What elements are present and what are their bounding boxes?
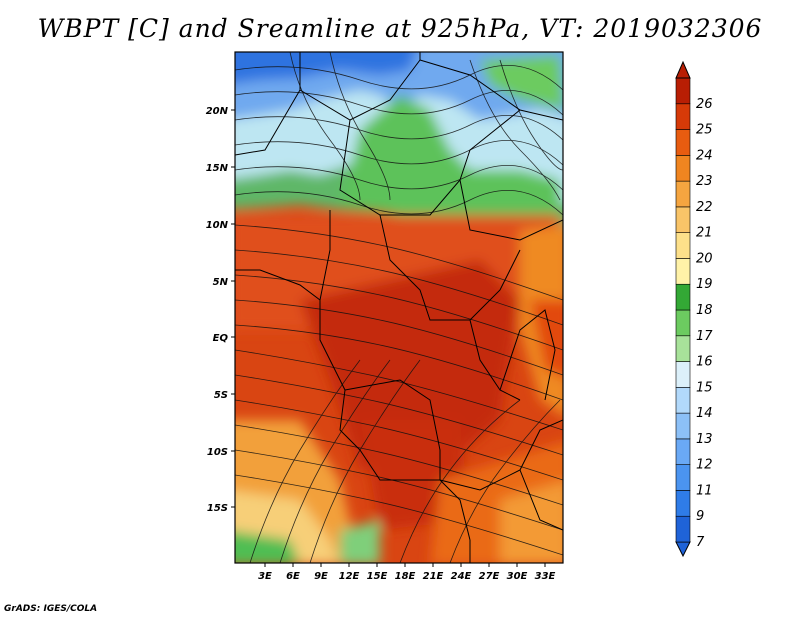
streamlines (235, 52, 563, 563)
colorbar-label: 16 (696, 355, 713, 370)
colorbar-swatch (675, 258, 691, 285)
country-borders (235, 52, 563, 563)
colorbar-swatch (675, 206, 691, 233)
lon-label: 24E (451, 571, 472, 582)
colorbar-label: 22 (696, 200, 713, 215)
lat-label: 5N (213, 277, 229, 288)
colorbar-label: 20 (696, 251, 713, 266)
colorbar-swatch (675, 180, 691, 208)
lon-label: 30E (507, 571, 528, 582)
colorbar-label: 14 (696, 406, 713, 421)
map-title: WBPT [C] and Sreamline at 925hPa, VT: 20… (37, 14, 763, 43)
colorbar-label: 15 (696, 380, 713, 395)
lon-label: 21E (423, 571, 444, 582)
colorbar-swatch (675, 129, 691, 156)
colorbar-label: 11 (696, 483, 713, 498)
colorbar-swatch (675, 438, 691, 465)
colorbar-label: 18 (696, 303, 713, 318)
colorbar-swatch (675, 490, 691, 517)
colorbar-swatch (675, 155, 691, 182)
map-frame (234, 51, 564, 564)
colorbar: 7 9 11 12 13 14 15 16 17 18 19 20 21 22 23 24 25 26 (675, 60, 713, 558)
lon-label: 27E (479, 571, 500, 582)
lat-label: EQ (213, 333, 229, 344)
lat-label: 5S (214, 390, 228, 401)
colorbar-label: 13 (696, 432, 713, 447)
lat-label: 10N (206, 220, 229, 231)
colorbar-label: 23 (696, 174, 713, 189)
lat-axis: 20N 15N 10N 5N EQ 5S 10S 15S (206, 106, 235, 514)
colorbar-swatch (675, 335, 691, 362)
colorbar-label: 7 (696, 535, 705, 550)
lon-label: 33E (535, 571, 556, 582)
colorbar-swatch (675, 515, 691, 543)
colorbar-swatch (675, 103, 691, 130)
colorbar-swatch (675, 309, 691, 337)
lon-label: 3E (258, 571, 272, 582)
colorbar-swatch (675, 283, 691, 311)
lat-label: 15S (207, 503, 228, 514)
lon-label: 9E (314, 571, 328, 582)
colorbar-extend-low (675, 541, 691, 558)
colorbar-swatch (675, 412, 691, 440)
lat-label: 10S (207, 447, 228, 458)
lon-label: 15E (367, 571, 388, 582)
lat-label: 20N (206, 106, 229, 117)
colorbar-label: 24 (696, 148, 713, 163)
credit-text: GrADS: IGES/COLA (4, 604, 98, 614)
lon-label: 6E (286, 571, 300, 582)
lon-axis: 3E 6E 9E 12E 15E 18E 21E 24E 27E 30E 33E (258, 563, 556, 582)
colorbar-swatch (675, 232, 691, 259)
colorbar-label: 17 (696, 329, 713, 344)
colorbar-label: 26 (696, 97, 713, 112)
colorbar-swatch (675, 387, 691, 414)
colorbar-label: 25 (696, 123, 713, 138)
colorbar-label: 9 (696, 509, 704, 524)
lon-label: 18E (395, 571, 416, 582)
colorbar-label: 12 (696, 458, 713, 473)
lat-label: 15N (206, 163, 229, 174)
colorbar-label: 19 (696, 277, 713, 292)
colorbar-swatch (675, 361, 691, 388)
colorbar-label: 21 (696, 226, 713, 241)
lon-label: 12E (339, 571, 360, 582)
colorbar-swatch (675, 77, 691, 105)
colorbar-extend-high (675, 60, 691, 79)
wbpt-field (235, 52, 563, 563)
colorbar-swatch (675, 464, 691, 491)
